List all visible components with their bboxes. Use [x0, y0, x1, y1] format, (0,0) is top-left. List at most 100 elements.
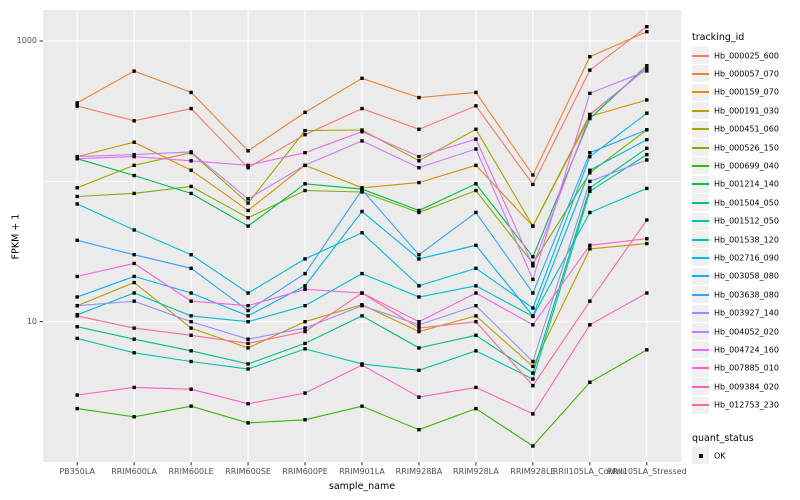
legend-label: Hb_000057_070 [714, 69, 779, 79]
data-point [189, 404, 193, 408]
data-point [132, 280, 136, 285]
data-point [588, 91, 592, 95]
legend-item-Hb_000025_600: Hb_000025_600 [692, 47, 800, 64]
data-point [645, 158, 649, 162]
data-point [132, 337, 136, 341]
data-point [531, 264, 535, 268]
x-tick-label-RRII105LA_Stressed: RRII105LA_Stressed [606, 467, 687, 476]
data-point [303, 132, 307, 137]
data-point [360, 231, 364, 235]
data-point [645, 128, 649, 132]
legend-label: Hb_000699_040 [714, 161, 779, 171]
x-tick-label-RRIM928BA: RRIM928BA [395, 467, 443, 476]
data-point [417, 319, 421, 324]
data-point [588, 154, 592, 159]
x-tick-label-RRIM600LA: RRIM600LA [111, 467, 158, 476]
data-point [360, 404, 364, 408]
data-point [531, 182, 535, 187]
legend-title-quant-status: quant_status [692, 433, 754, 444]
data-point [531, 277, 535, 282]
data-point [360, 190, 364, 194]
data-point [531, 377, 535, 381]
data-point [246, 367, 250, 371]
data-point [303, 329, 307, 334]
data-point [303, 319, 307, 324]
data-point [417, 368, 421, 373]
data-point [645, 24, 649, 29]
data-point [417, 154, 421, 159]
legend-line-sample [692, 220, 709, 223]
legend-item-Hb_000451_060: Hb_000451_060 [692, 120, 800, 138]
legend-key-swatch [692, 157, 709, 175]
data-point [417, 395, 421, 399]
data-point [246, 341, 250, 346]
legend-item-Hb_003638_080: Hb_003638_080 [692, 286, 800, 304]
data-point [474, 104, 478, 108]
data-point [360, 314, 364, 318]
data-point [303, 271, 307, 276]
x-tick-label-RRIM600LE: RRIM600LE [168, 467, 214, 476]
legend-key-swatch [692, 175, 709, 193]
data-point [189, 150, 193, 154]
data-point [246, 197, 250, 201]
data-point [303, 182, 307, 186]
data-point [75, 104, 79, 108]
data-point [588, 54, 592, 59]
legend-item-Hb_004724_160: Hb_004724_160 [692, 341, 800, 359]
legend-line-sample [692, 54, 709, 57]
data-point [132, 119, 136, 123]
data-point [246, 303, 250, 308]
data-point [645, 63, 649, 68]
data-point [189, 159, 193, 163]
data-point [531, 359, 535, 364]
legend-line-sample [692, 72, 709, 75]
data-point [474, 333, 478, 337]
data-point [531, 323, 535, 327]
legend-key-swatch [692, 194, 709, 212]
data-point [417, 180, 421, 185]
legend-label: Hb_000451_060 [714, 124, 779, 134]
legend-line-sample [692, 183, 709, 186]
data-point [588, 171, 592, 175]
x-tick-label-RRIM928LA: RRIM928LA [453, 467, 499, 476]
data-point [246, 337, 250, 341]
data-point [474, 163, 478, 168]
data-point [132, 261, 136, 266]
data-point [588, 189, 592, 193]
data-point [303, 284, 307, 288]
legend-line-sample [692, 367, 709, 370]
y-axis-title: FPKM + 1 [10, 213, 22, 260]
legend-key-swatch [692, 231, 709, 248]
data-point [417, 210, 421, 215]
data-point [645, 29, 649, 34]
data-point [132, 291, 136, 295]
legend-line-sample [692, 201, 709, 204]
data-point [189, 266, 193, 271]
data-point [132, 152, 136, 157]
legend-key-swatch [692, 267, 709, 285]
x-axis-title: sample_name [328, 481, 396, 492]
legend-key-swatch [692, 47, 709, 64]
data-point [417, 166, 421, 170]
legend-item-Hb_001538_120: Hb_001538_120 [692, 231, 800, 248]
legend-item-Hb_001214_140: Hb_001214_140 [692, 175, 800, 193]
legend-line-sample [692, 348, 709, 351]
legend-line-sample [692, 164, 709, 167]
data-point [417, 159, 421, 163]
data-point [75, 156, 79, 161]
legend-key-swatch [692, 396, 709, 414]
legend-key-swatch [692, 304, 709, 322]
data-point [531, 371, 535, 375]
data-point [75, 406, 79, 411]
data-point [132, 326, 136, 330]
data-point [588, 168, 592, 172]
data-point [75, 101, 79, 105]
data-point [303, 188, 307, 193]
data-point [189, 106, 193, 111]
data-point [645, 186, 649, 191]
data-point [531, 255, 535, 259]
data-point [474, 243, 478, 248]
legend-item-Hb_002716_090: Hb_002716_090 [692, 249, 800, 267]
data-point [75, 295, 79, 299]
data-point [132, 69, 136, 73]
